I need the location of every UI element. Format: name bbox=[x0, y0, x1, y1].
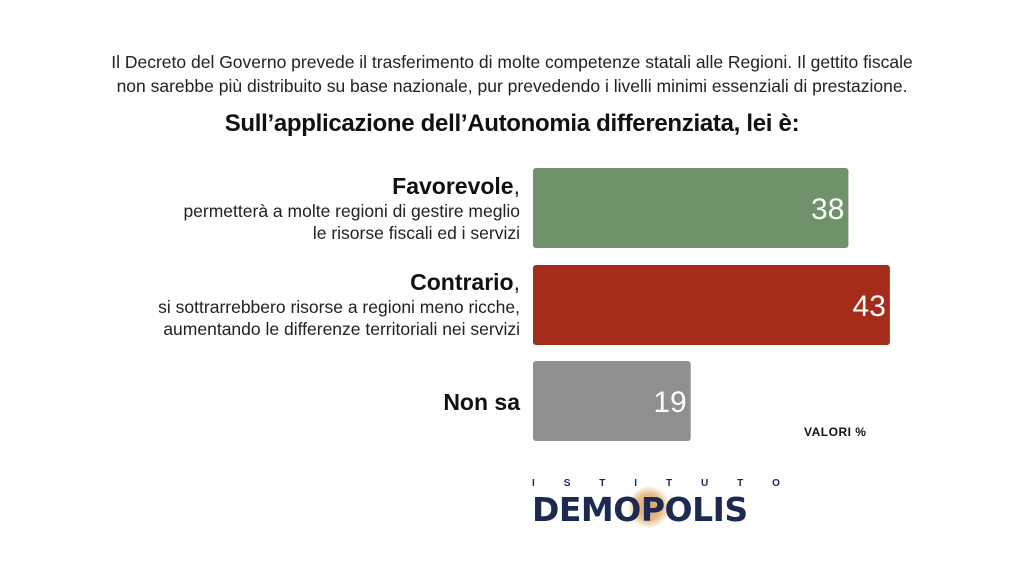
value-label-contrario: 43 bbox=[853, 290, 886, 323]
bar-favorevole bbox=[533, 168, 849, 248]
intro-line-2: non sarebbe più distribuito su base nazi… bbox=[116, 76, 908, 96]
logo-istituto-letter: T bbox=[665, 478, 673, 489]
logo-istituto-letter: I bbox=[532, 478, 535, 489]
intro-text: Il Decreto del Governo prevede il trasfe… bbox=[40, 50, 984, 98]
logo-istituto-letter: U bbox=[700, 478, 709, 489]
label-favorevole: Favorevole, permetterà a molte regioni d… bbox=[183, 173, 520, 244]
logo-istituto-letter: I bbox=[634, 478, 638, 489]
label-contrario-punct: , bbox=[513, 269, 520, 295]
value-label-non-sa: 19 bbox=[653, 386, 686, 419]
label-contrario-title: Contrario bbox=[410, 269, 514, 295]
logo-glow-icon bbox=[628, 486, 670, 528]
logo-istituto-letter: T bbox=[737, 478, 744, 489]
label-favorevole-title: Favorevole bbox=[392, 173, 514, 199]
label-non-sa-title: Non sa bbox=[443, 389, 520, 415]
question-title: Sull’applicazione dell’Autonomia differe… bbox=[224, 110, 800, 137]
label-contrario-desc-1: si sottrarrebbero risorse a regioni meno… bbox=[158, 297, 520, 317]
value-label-favorevole: 38 bbox=[811, 193, 844, 226]
label-favorevole-desc-1: permetterà a molte regioni di gestire me… bbox=[183, 201, 520, 221]
label-contrario: Contrario, si sottrarrebbero risorse a r… bbox=[158, 269, 520, 340]
logo-istituto-letter: S bbox=[563, 478, 571, 489]
label-non-sa: Non sa bbox=[443, 389, 520, 416]
demopolis-logo: I S T I T U T O DEMOPOLIS bbox=[532, 478, 780, 529]
label-favorevole-desc-2: le risorse fiscali ed i servizi bbox=[312, 223, 520, 243]
logo-brand: DEMOPOLIS bbox=[532, 490, 748, 529]
intro-line-1: Il Decreto del Governo prevede il trasfe… bbox=[111, 52, 913, 72]
logo-istituto-letter: T bbox=[599, 478, 606, 489]
label-contrario-desc-2: aumentando le differenze territoriali ne… bbox=[163, 319, 520, 339]
logo-istituto-letter: O bbox=[772, 478, 780, 489]
label-favorevole-punct: , bbox=[513, 173, 520, 199]
units-label: VALORI % bbox=[804, 425, 867, 439]
bar-non-sa bbox=[533, 361, 691, 441]
bar-contrario bbox=[533, 265, 890, 345]
